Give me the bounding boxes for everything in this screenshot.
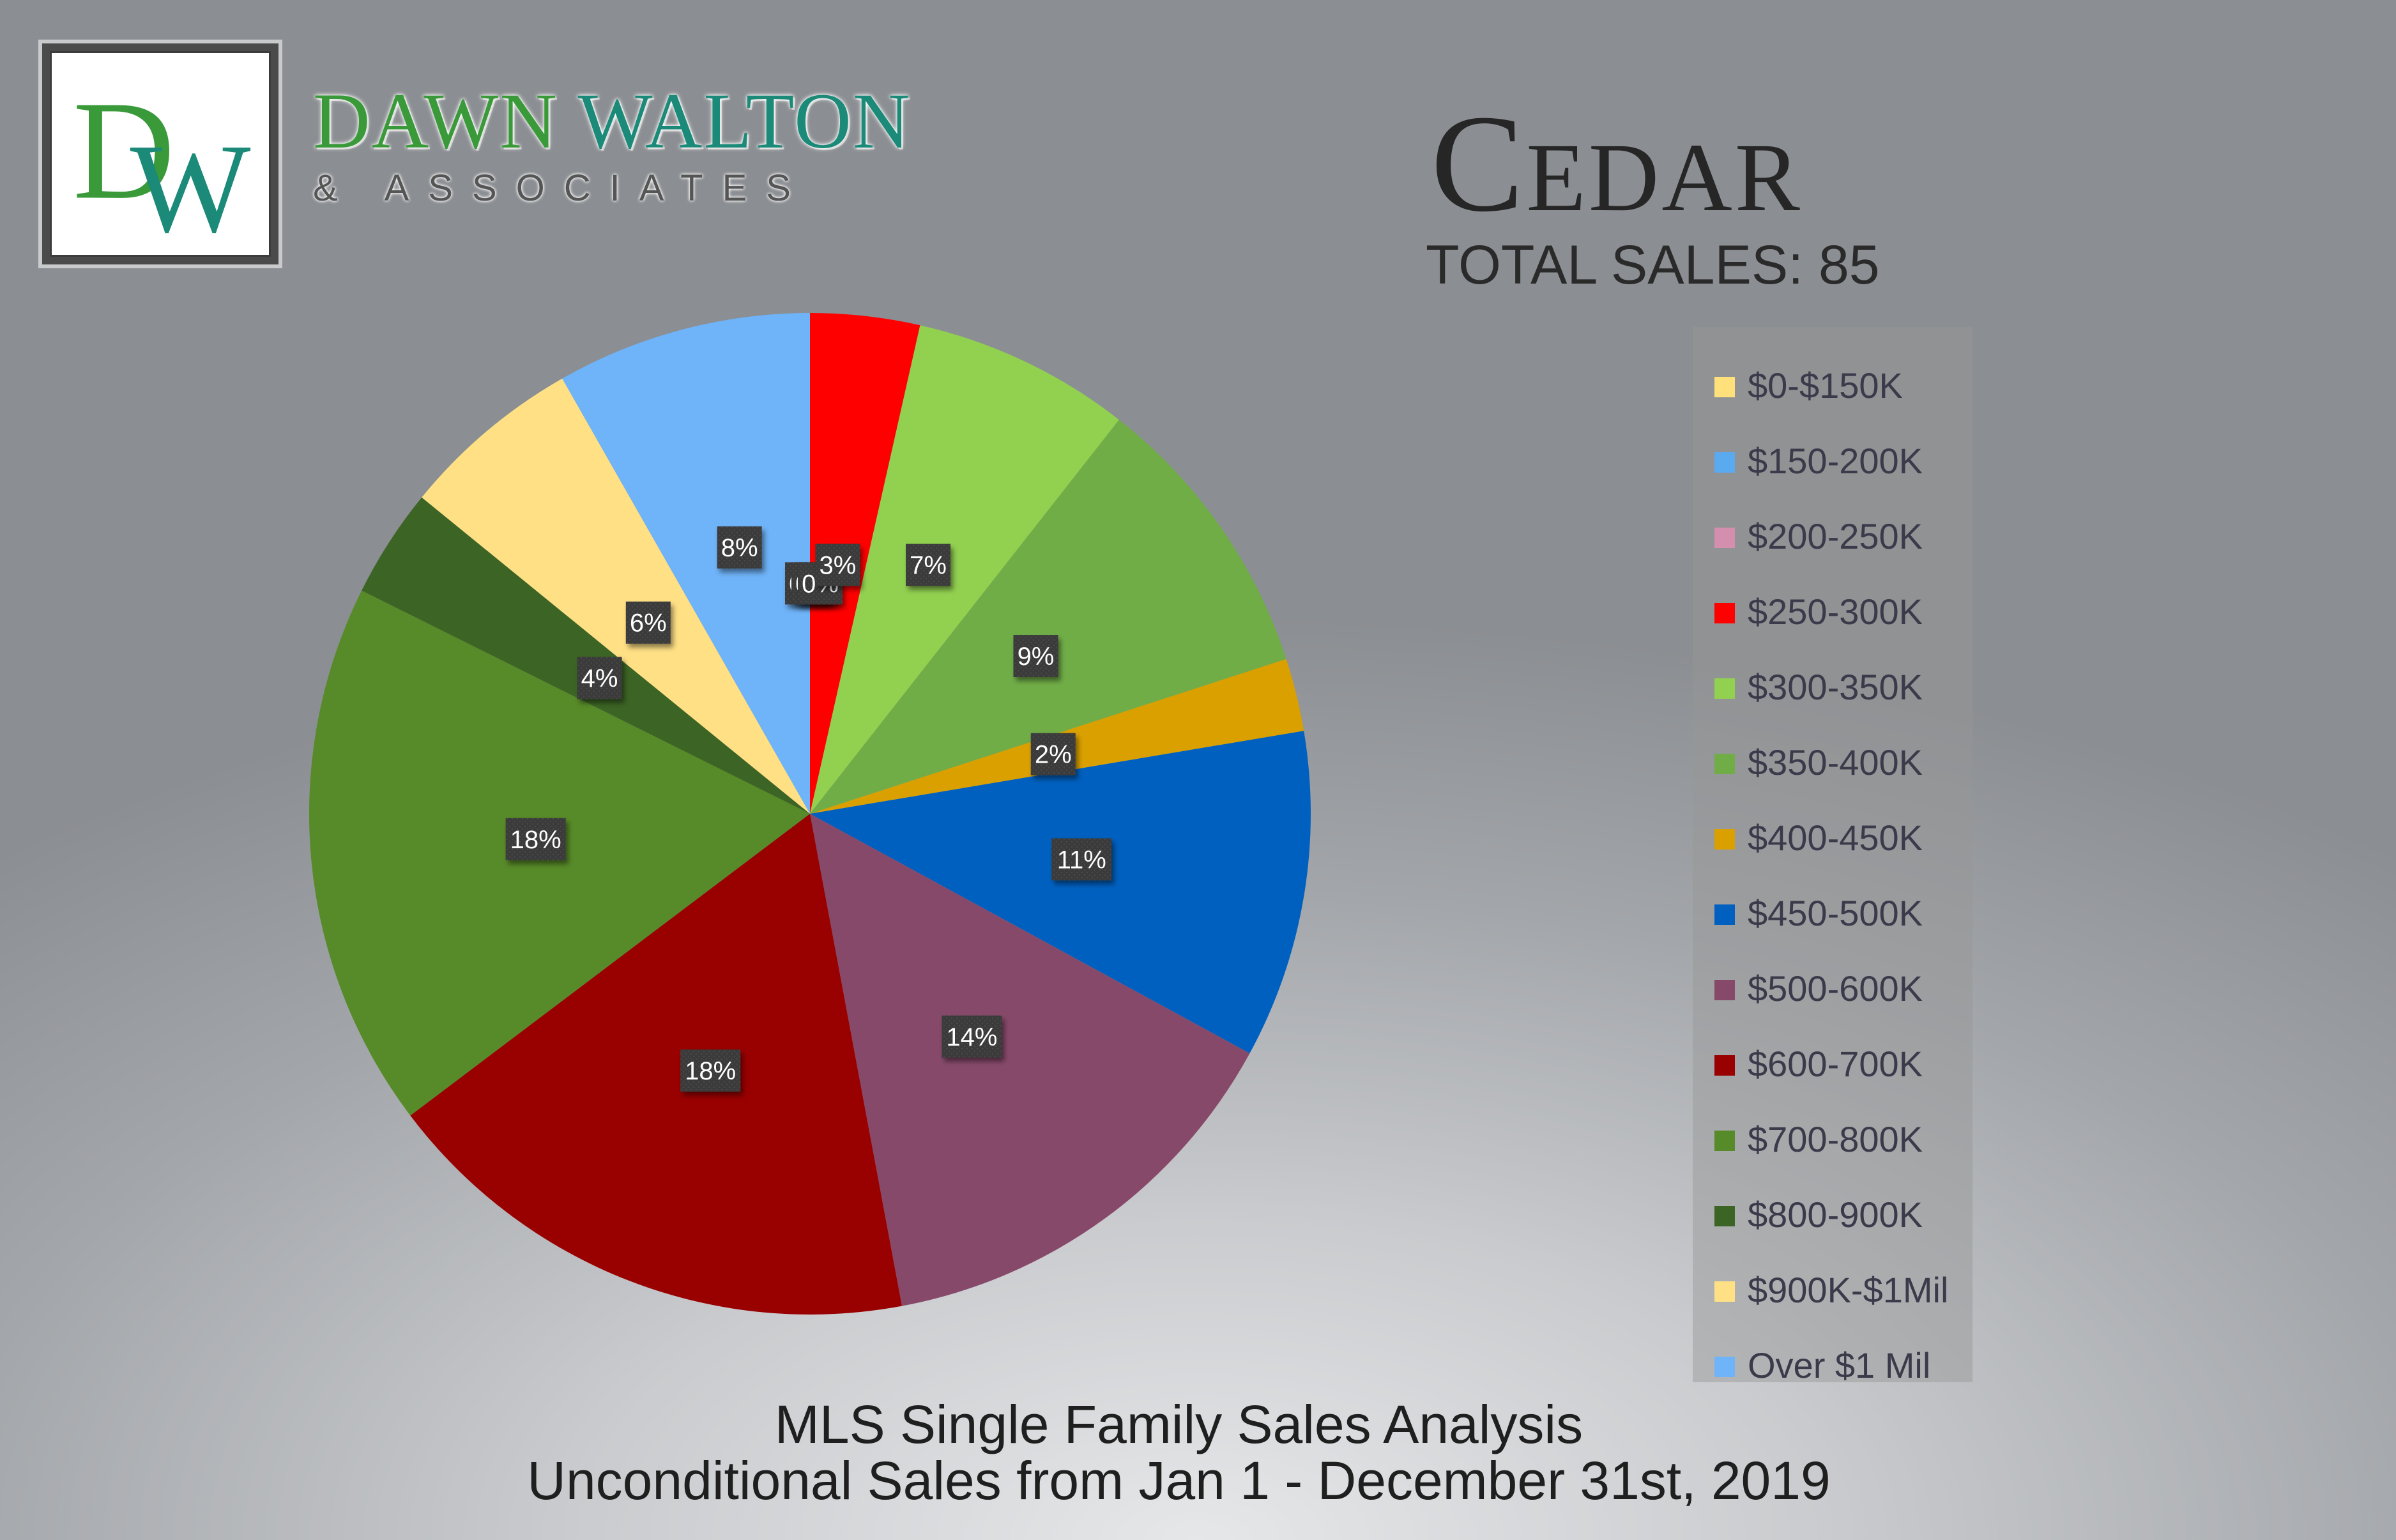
svg-text:14%: 14%: [946, 1023, 997, 1051]
pie-slice-900k-1mil: [422, 378, 810, 814]
brand-name-part2: WALTON: [577, 77, 912, 165]
svg-text:18%: 18%: [685, 1057, 736, 1085]
logo-monogram: D W: [50, 51, 271, 257]
legend-swatch: [1714, 1206, 1735, 1226]
svg-text:8%: 8%: [721, 534, 758, 562]
pie-slice-600-700k: [410, 814, 903, 1315]
chart-caption: MLS Single Family Sales Analysis Uncondi…: [0, 1396, 2396, 1509]
brand-name: DAWN WALTON: [313, 82, 952, 161]
caption-line-1: MLS Single Family Sales Analysis: [774, 1394, 1583, 1454]
brand-subtitle: & ASSOCIATES: [313, 167, 810, 209]
legend-swatch: [1714, 1281, 1735, 1302]
legend-item-800-900k: $800-900K: [1693, 1179, 1973, 1254]
pie-label-250-300k: 3%: [815, 544, 860, 586]
legend-item-over-1-mil: Over $1 Mil: [1693, 1330, 1973, 1405]
page-title: Cedar: [1431, 87, 1803, 241]
pie-label-450-500k: 11%: [1051, 838, 1112, 881]
pie-slice-over-1-mil: [562, 313, 810, 814]
svg-text:18%: 18%: [510, 826, 561, 854]
legend-swatch: [1714, 603, 1735, 623]
caption-line-2: Unconditional Sales from Jan 1 - Decembe…: [527, 1451, 1831, 1511]
brand-wordmark: DAWN WALTON & ASSOCIATES: [313, 82, 952, 207]
legend-swatch: [1714, 1357, 1735, 1377]
pie-label-over-1-mil: 8%: [717, 526, 762, 569]
legend-label: $0-$150K: [1748, 365, 1903, 406]
legend-item-900k-1mil: $900K-$1Mil: [1693, 1254, 1973, 1330]
legend-item-500-600k: $500-600K: [1693, 953, 1973, 1028]
chart-legend: $0-$150K $150-200K $200-250K $250-300K $300-…: [1693, 327, 1973, 1384]
legend-item-350-400k: $350-400K: [1693, 727, 1973, 802]
legend-label: $700-800K: [1748, 1119, 1923, 1159]
legend-swatch: [1714, 980, 1735, 1000]
legend-label: $300-350K: [1748, 667, 1923, 707]
legend-item-400-450k: $400-450K: [1693, 802, 1973, 878]
logo: D W: [38, 40, 282, 268]
legend-item-450-500k: $450-500K: [1693, 878, 1973, 953]
legend-item-300-350k: $300-350K: [1693, 652, 1973, 727]
svg-text:3%: 3%: [819, 551, 856, 579]
pie-slice-250-300k: [810, 313, 920, 814]
legend-swatch: [1714, 452, 1735, 473]
legend-swatch: [1714, 678, 1735, 699]
legend-label: $150-200K: [1748, 441, 1923, 481]
legend-swatch: [1714, 1055, 1735, 1076]
svg-text:D: D: [73, 72, 175, 228]
legend-item-150-200k: $150-200K: [1693, 425, 1973, 501]
legend-swatch: [1714, 829, 1735, 850]
legend-label: Over $1 Mil: [1748, 1345, 1931, 1385]
svg-text:7%: 7%: [910, 552, 947, 580]
brand-name-part1: DAWN: [313, 77, 558, 165]
svg-text:9%: 9%: [1018, 643, 1055, 671]
legend-swatch: [1714, 904, 1735, 925]
legend-label: $400-450K: [1748, 818, 1923, 858]
legend-item-0-150k: $0-$150K: [1693, 350, 1973, 425]
legend-label: $800-900K: [1748, 1194, 1923, 1235]
pie-slice-350-400k: [810, 420, 1286, 814]
legend-label: $350-400K: [1748, 742, 1923, 782]
legend-swatch: [1714, 377, 1735, 397]
legend-label: $500-600K: [1748, 968, 1923, 1009]
legend-swatch: [1714, 528, 1735, 548]
pie-label-500-600k: 14%: [942, 1015, 1002, 1058]
pie-label-800-900k: 4%: [577, 657, 622, 699]
pie-label-400-450k: 2%: [1030, 733, 1076, 775]
pie-label-300-350k: 7%: [906, 544, 951, 586]
legend-label: $450-500K: [1748, 893, 1923, 933]
pie-slice-800-900k: [362, 497, 810, 814]
legend-item-600-700k: $600-700K: [1693, 1028, 1973, 1104]
pie-label-900k-1mil: 6%: [625, 601, 671, 644]
pie-label-350-400k: 9%: [1013, 635, 1058, 678]
pie-slice-300-350k: [810, 325, 1119, 814]
monogram-dw-icon: D W: [73, 72, 251, 255]
legend-label: $900K-$1Mil: [1748, 1270, 1949, 1310]
legend-swatch: [1714, 1131, 1735, 1151]
pie-slice-500-600k: [810, 814, 1250, 1306]
svg-text:11%: 11%: [1057, 846, 1106, 874]
pie-label-600-700k: 18%: [680, 1049, 741, 1092]
total-sales: TOTAL SALES: 85: [1426, 234, 1880, 296]
legend-item-250-300k: $250-300K: [1693, 576, 1973, 652]
svg-text:6%: 6%: [630, 609, 667, 637]
legend-item-200-250k: $200-250K: [1693, 501, 1973, 576]
svg-text:W: W: [130, 118, 251, 255]
svg-text:4%: 4%: [581, 665, 618, 693]
legend-item-700-800k: $700-800K: [1693, 1104, 1973, 1179]
legend-label: $200-250K: [1748, 516, 1923, 556]
pie-slice-450-500k: [810, 731, 1311, 1054]
legend-swatch: [1714, 754, 1735, 774]
svg-text:2%: 2%: [1035, 741, 1072, 769]
pie-label-700-800k: 18%: [505, 818, 566, 860]
legend-label: $600-700K: [1748, 1044, 1923, 1084]
legend-label: $250-300K: [1748, 591, 1923, 632]
